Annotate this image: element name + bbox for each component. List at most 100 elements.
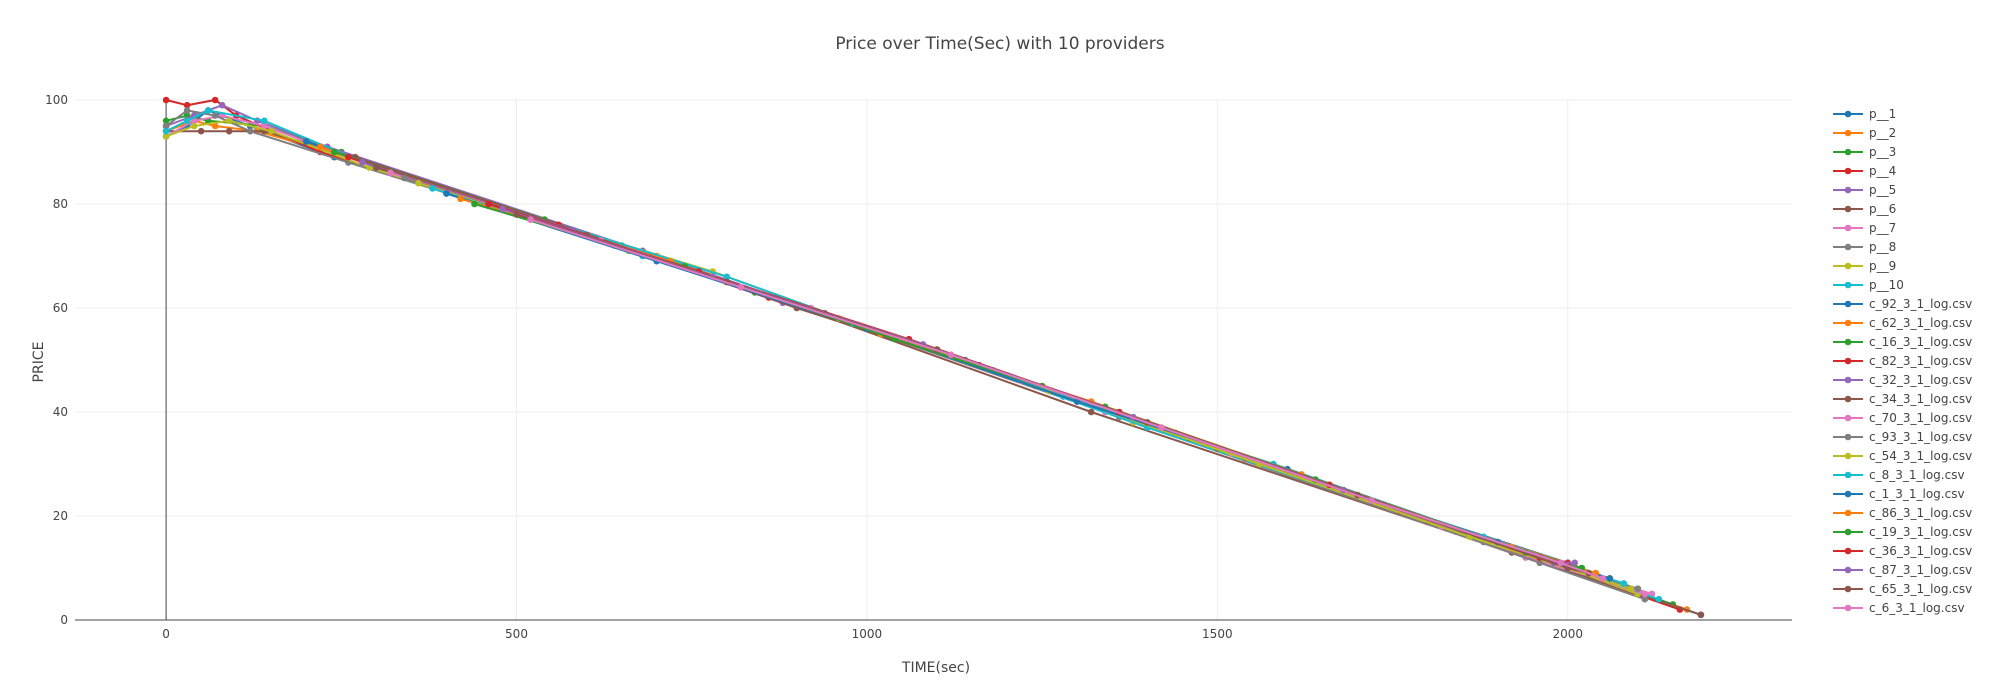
legend-swatch-marker — [1844, 414, 1852, 422]
series-line — [165, 109, 1646, 601]
y-tick-label: 60 — [53, 301, 68, 315]
data-point — [513, 211, 520, 218]
data-point — [723, 273, 731, 281]
data-point — [267, 127, 275, 135]
legend-swatch-marker — [1844, 300, 1852, 308]
data-point — [1620, 580, 1628, 587]
series-p__2 — [162, 117, 1691, 613]
legend-item[interactable]: c_92_3_1_log.csv — [1833, 297, 1972, 311]
data-point — [401, 174, 408, 182]
legend-label: c_65_3_1_log.csv — [1869, 582, 1972, 596]
legend-item[interactable]: p__1 — [1833, 107, 1896, 121]
legend-label: c_54_3_1_log.csv — [1869, 449, 1972, 463]
data-point — [1087, 408, 1095, 416]
x-tick-label: 500 — [505, 627, 528, 641]
y-tick-label: 100 — [45, 93, 68, 107]
legend-swatch-marker — [1844, 110, 1852, 118]
legend-item[interactable]: c_19_3_1_log.csv — [1833, 525, 1972, 539]
legend-item[interactable]: c_32_3_1_log.csv — [1833, 373, 1972, 387]
legend-swatch-marker — [1844, 547, 1852, 555]
legend-label: c_87_3_1_log.csv — [1869, 563, 1972, 577]
legend-item[interactable]: c_6_3_1_log.csv — [1833, 601, 1965, 615]
data-point — [162, 127, 170, 135]
legend-item[interactable]: c_34_3_1_log.csv — [1833, 392, 1972, 406]
x-tick-label: 2000 — [1552, 627, 1583, 641]
legend-label: c_6_3_1_log.csv — [1869, 601, 1965, 615]
legend-item[interactable]: p__6 — [1833, 202, 1896, 216]
legend-label: c_62_3_1_log.csv — [1869, 316, 1972, 330]
y-tick-label: 40 — [53, 405, 68, 419]
legend-item[interactable]: c_8_3_1_log.csv — [1833, 468, 1965, 482]
data-point — [947, 351, 955, 359]
data-point — [1634, 585, 1642, 593]
legend-swatch-marker — [1844, 319, 1852, 327]
legend: p__1 p__2 p__3 p__4 p__5 p__6 p__7 p__8 p__9 p__1… — [1833, 107, 1972, 615]
grid — [75, 99, 1792, 620]
data-point — [1557, 559, 1565, 567]
legend-item[interactable]: c_65_3_1_log.csv — [1833, 582, 1972, 596]
series-p__1 — [162, 107, 1705, 619]
legend-label: p__5 — [1869, 183, 1896, 197]
legend-item[interactable]: p__2 — [1833, 126, 1896, 140]
legend-item[interactable]: c_93_3_1_log.csv — [1833, 430, 1972, 444]
legend-label: c_34_3_1_log.csv — [1869, 392, 1972, 406]
legend-item[interactable]: p__7 — [1833, 221, 1896, 235]
data-point — [373, 164, 380, 171]
data-point — [162, 133, 170, 140]
series-p__6 — [162, 127, 1705, 619]
y-tick-label: 0 — [60, 613, 68, 627]
data-point — [316, 143, 324, 151]
legend-item[interactable]: p__3 — [1833, 145, 1896, 159]
data-point — [211, 112, 219, 119]
chart-title: Price over Time(Sec) with 10 providers — [835, 34, 1164, 54]
y-tick-label: 80 — [53, 197, 68, 211]
data-point — [197, 127, 205, 135]
data-point — [471, 200, 478, 208]
legend-swatch-marker — [1844, 452, 1852, 460]
legend-item[interactable]: c_87_3_1_log.csv — [1833, 563, 1972, 577]
legend-swatch-marker — [1844, 186, 1852, 194]
data-point — [260, 117, 268, 125]
data-point — [387, 169, 394, 177]
legend-label: p__7 — [1869, 221, 1896, 235]
data-point — [260, 122, 268, 130]
legend-swatch-marker — [1844, 509, 1852, 517]
legend-item[interactable]: c_70_3_1_log.csv — [1833, 411, 1972, 425]
legend-swatch-marker — [1844, 471, 1852, 479]
legend-swatch-marker — [1844, 585, 1852, 593]
legend-label: c_19_3_1_log.csv — [1869, 525, 1972, 539]
legend-swatch-marker — [1844, 604, 1852, 612]
legend-label: c_86_3_1_log.csv — [1869, 506, 1972, 520]
legend-swatch-marker — [1844, 338, 1852, 346]
data-point — [1571, 559, 1579, 567]
legend-label: c_82_3_1_log.csv — [1869, 354, 1972, 368]
legend-item[interactable]: c_82_3_1_log.csv — [1833, 354, 1972, 368]
legend-item[interactable]: p__10 — [1833, 278, 1904, 292]
data-point — [162, 122, 170, 130]
legend-item[interactable]: c_36_3_1_log.csv — [1833, 544, 1972, 558]
x-tick-label: 1000 — [852, 627, 883, 641]
data-point — [1627, 585, 1635, 593]
legend-swatch-marker — [1844, 490, 1852, 498]
legend-item[interactable]: c_54_3_1_log.csv — [1833, 449, 1972, 463]
legend-item[interactable]: p__8 — [1833, 240, 1896, 254]
legend-swatch-marker — [1844, 376, 1852, 384]
series-p__9 — [162, 117, 1642, 598]
series-p__3 — [162, 112, 1677, 608]
legend-item[interactable]: p__5 — [1833, 183, 1896, 197]
legend-swatch-marker — [1844, 129, 1852, 137]
y-axis-title: PRICE — [31, 342, 47, 383]
data-point — [1536, 559, 1544, 567]
data-point — [218, 101, 226, 109]
legend-item[interactable]: c_1_3_1_log.csv — [1833, 487, 1965, 501]
data-point — [183, 117, 191, 125]
data-point — [485, 200, 492, 208]
legend-item[interactable]: c_16_3_1_log.csv — [1833, 335, 1972, 349]
legend-item[interactable]: p__4 — [1833, 164, 1896, 178]
data-point — [302, 138, 310, 145]
legend-item[interactable]: p__9 — [1833, 259, 1896, 273]
legend-item[interactable]: c_62_3_1_log.csv — [1833, 316, 1972, 330]
data-point — [1599, 575, 1607, 582]
legend-item[interactable]: c_86_3_1_log.csv — [1833, 506, 1972, 520]
